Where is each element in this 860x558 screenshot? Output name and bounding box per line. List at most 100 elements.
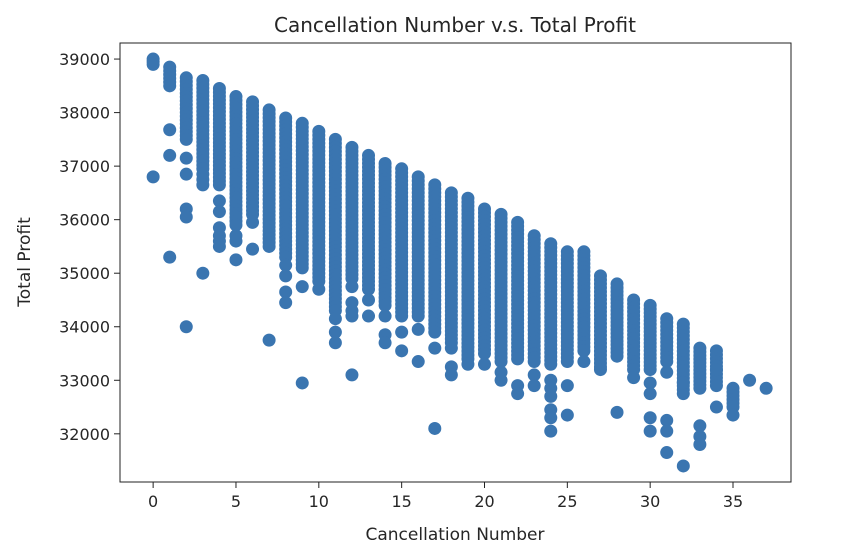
scatter-point <box>179 167 193 181</box>
scatter-point <box>709 379 723 393</box>
scatter-point <box>212 205 226 219</box>
scatter-point <box>428 421 442 435</box>
scatter-point <box>560 355 574 369</box>
scatter-point <box>428 325 442 339</box>
scatter-point <box>544 389 558 403</box>
scatter-point <box>163 79 177 93</box>
scatter-point <box>395 325 409 339</box>
scatter-point <box>378 298 392 312</box>
chart-title: Cancellation Number v.s. Total Profit <box>274 13 636 37</box>
scatter-point <box>610 405 624 419</box>
scatter-point <box>146 57 160 71</box>
x-tick-label: 25 <box>557 492 577 511</box>
scatter-point <box>163 250 177 264</box>
scatter-point <box>212 239 226 253</box>
y-tick-label: 33000 <box>59 371 110 390</box>
scatter-point <box>196 266 210 280</box>
scatter-point <box>362 282 376 296</box>
scatter-point <box>328 325 342 339</box>
scatter-point <box>411 309 425 323</box>
scatter-point <box>709 363 723 377</box>
scatter-point <box>643 411 657 425</box>
x-tick-label: 15 <box>391 492 411 511</box>
scatter-point <box>295 261 309 275</box>
y-tick-label: 35000 <box>59 264 110 283</box>
scatter-point <box>295 376 309 390</box>
scatter-point <box>444 341 458 355</box>
scatter-point <box>196 178 210 192</box>
scatter-point <box>229 234 243 248</box>
y-tick-label: 39000 <box>59 50 110 69</box>
scatter-point <box>345 368 359 382</box>
scatter-point <box>179 151 193 165</box>
scatter-point <box>743 373 757 387</box>
scatter-point <box>378 336 392 350</box>
plot-frame <box>119 42 792 483</box>
y-axis-label: Total Profit <box>15 217 35 308</box>
x-tick-label: 30 <box>640 492 660 511</box>
scatter-point <box>444 368 458 382</box>
scatter-point <box>477 357 491 371</box>
scatter-point <box>345 280 359 294</box>
scatter-point <box>212 194 226 208</box>
scatter-point <box>511 352 525 366</box>
x-tick-label: 10 <box>309 492 329 511</box>
scatter-point <box>693 438 707 452</box>
scatter-point <box>494 373 508 387</box>
scatter-point <box>577 355 591 369</box>
scatter-point <box>345 309 359 323</box>
scatter-point <box>395 309 409 323</box>
x-axis-ticks: 0 5 10 15 20 25 30 35 <box>148 482 743 511</box>
scatter-point <box>279 269 293 283</box>
scatter-point <box>212 178 226 192</box>
scatter-point <box>577 344 591 358</box>
scatter-point <box>660 413 674 427</box>
scatter-point <box>378 309 392 323</box>
scatter-point <box>560 408 574 422</box>
x-tick-label: 35 <box>723 492 743 511</box>
scatter-point <box>610 349 624 363</box>
y-tick-label: 36000 <box>59 211 110 230</box>
x-tick-label: 20 <box>474 492 494 511</box>
scatter-point <box>279 258 293 272</box>
scatter-point <box>179 320 193 334</box>
scatter-point <box>229 253 243 267</box>
scatter-point <box>461 357 475 371</box>
scatter-point <box>660 365 674 379</box>
scatter-point <box>362 293 376 307</box>
scatter-point <box>163 123 177 137</box>
x-tick-label: 0 <box>148 492 158 511</box>
scatter-point <box>428 341 442 355</box>
y-axis-ticks: 32000 33000 34000 35000 36000 37000 38000 39000 <box>59 50 120 444</box>
scatter-point <box>328 312 342 326</box>
scatter-point <box>163 148 177 162</box>
scatter-point <box>312 282 326 296</box>
scatter-point <box>560 379 574 393</box>
scatter-point <box>693 381 707 395</box>
scatter-point <box>676 387 690 401</box>
scatter-point <box>643 363 657 377</box>
scatter-point <box>544 411 558 425</box>
scatter-point <box>279 296 293 310</box>
scatter-point <box>395 344 409 358</box>
scatter-point <box>643 376 657 390</box>
scatter-point <box>726 408 740 422</box>
x-axis-label: Cancellation Number <box>366 525 545 545</box>
y-tick-label: 34000 <box>59 318 110 337</box>
scatter-point <box>511 387 525 401</box>
scatter-point <box>676 376 690 390</box>
y-tick-label: 32000 <box>59 425 110 444</box>
scatter-point <box>146 170 160 184</box>
scatter-point <box>328 336 342 350</box>
scatter-point <box>527 355 541 369</box>
scatter-point <box>279 285 293 299</box>
scatter-point <box>527 368 541 382</box>
scatter-point <box>527 379 541 393</box>
y-tick-label: 38000 <box>59 104 110 123</box>
scatter-point <box>262 239 276 253</box>
scatter-point <box>627 371 641 385</box>
data-points <box>146 52 773 473</box>
scatter-point <box>643 387 657 401</box>
scatter-point <box>660 424 674 438</box>
